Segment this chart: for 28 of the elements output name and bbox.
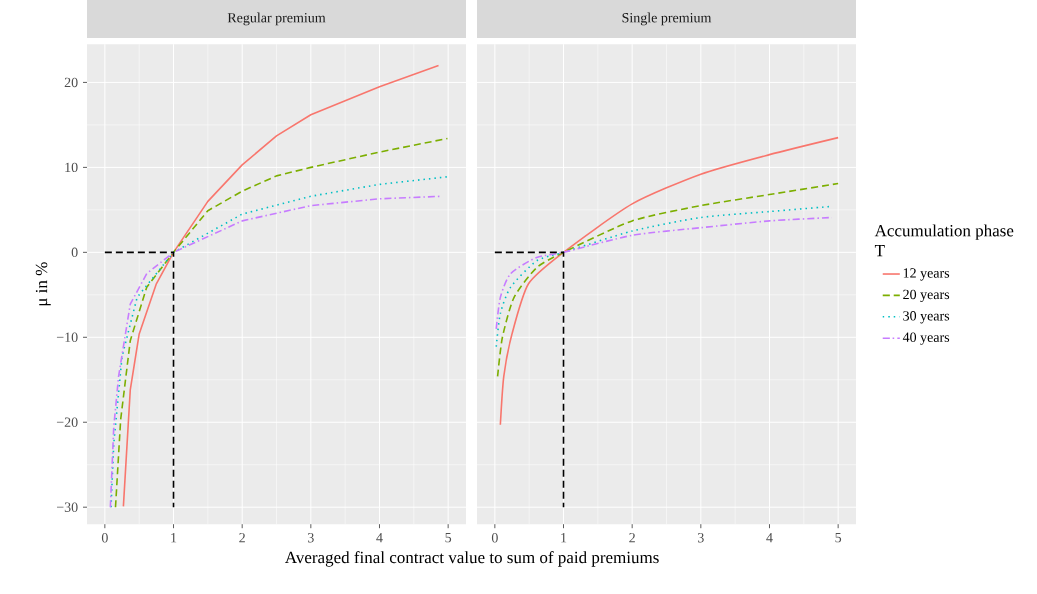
x-tick-label: 4: [766, 532, 773, 543]
x-tick-label: 1: [561, 532, 567, 543]
x-tick-label: 2: [239, 532, 245, 543]
legend-label: 20 years: [903, 289, 950, 302]
y-tick-label: −10: [56, 332, 78, 342]
chart-title: Single premium: [622, 12, 712, 26]
y-tick-label: 0: [71, 247, 78, 257]
x-tick-label: 0: [491, 532, 498, 543]
legend-label: 40 years: [902, 332, 950, 345]
y-tick-label: −20: [56, 417, 78, 427]
y-tick-label: 10: [65, 162, 78, 173]
line-series: [122, 64, 440, 508]
x-tick-label: 0: [101, 532, 108, 543]
x-tick-label: 5: [835, 532, 842, 543]
legend-label: 30 years: [903, 311, 950, 324]
y-tick-label: −30: [56, 502, 78, 512]
y-axis-title: μ in %: [35, 262, 51, 306]
x-tick-label: 3: [698, 532, 704, 543]
x-axis-title: Averaged final contract value to sum of paid premiums: [284, 550, 659, 567]
x-tick-label: 2: [629, 532, 635, 543]
x-tick-label: 4: [376, 532, 383, 543]
chart-title: Regular premium: [227, 12, 326, 26]
x-tick-label: 5: [445, 532, 452, 543]
legend-label: 12 years: [903, 268, 950, 281]
legend-title: Accumulation phase T: [874, 224, 1014, 257]
x-tick-label: 3: [308, 532, 314, 543]
x-tick-label: 1: [171, 532, 177, 543]
y-tick-label: 20: [64, 77, 78, 88]
